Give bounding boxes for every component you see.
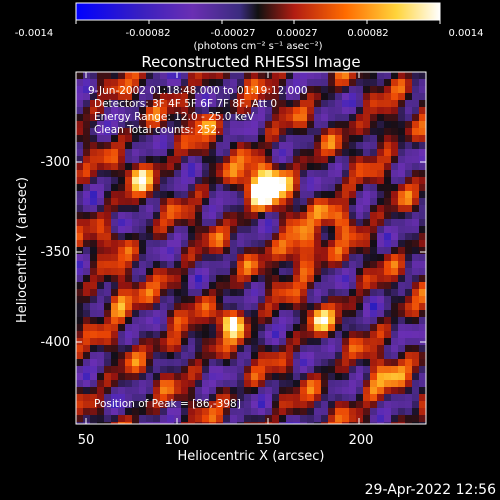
y-tick-label: -350 bbox=[40, 245, 70, 260]
peak-position-label: Position of Peak = [86,-398] bbox=[94, 398, 241, 410]
colorbar-tick-label: -0.0014 bbox=[15, 28, 54, 39]
x-tick-label: 200 bbox=[349, 433, 374, 448]
x-axis-ticks bbox=[85, 72, 360, 424]
colorbar-tick-label: 0.0014 bbox=[449, 28, 484, 39]
x-tick-label: 100 bbox=[165, 433, 190, 448]
y-tick-label: -300 bbox=[40, 155, 70, 170]
colorbar-tick-label: 0.00027 bbox=[276, 28, 317, 39]
colorbar-units: (photons cm⁻² s⁻¹ asec⁻²) bbox=[193, 41, 322, 52]
info-line-time: 9-Jun-2002 01:18:48.000 to 01:19:12.000 bbox=[88, 85, 308, 97]
plot-title: Reconstructed RHESSI Image bbox=[141, 53, 360, 71]
timestamp: 29-Apr-2022 12:56 bbox=[365, 482, 496, 498]
colorbar-gradient bbox=[75, 2, 441, 21]
x-tick-label: 50 bbox=[78, 433, 95, 448]
x-tick-label: 150 bbox=[256, 433, 281, 448]
x-axis-label: Heliocentric X (arcsec) bbox=[178, 449, 325, 464]
info-line-energy: Energy Range: 12.0 - 25.0 keV bbox=[94, 111, 255, 123]
info-line-detectors: Detectors: 3F 4F 5F 6F 7F 8F, Att 0 bbox=[94, 98, 277, 110]
colorbar: -0.0014 -0.00082 -0.00027 0.00027 0.0008… bbox=[15, 2, 484, 52]
rhessi-image bbox=[76, 72, 426, 424]
y-axis-ticks bbox=[76, 161, 426, 343]
colorbar-tick-label: 0.00082 bbox=[347, 28, 388, 39]
colorbar-tick-label: -0.00027 bbox=[211, 28, 256, 39]
y-tick-label: -400 bbox=[40, 335, 70, 350]
info-line-clean: Clean Total counts: 252. bbox=[94, 124, 220, 136]
colorbar-ticks bbox=[75, 20, 441, 24]
y-axis-label: Heliocentric Y (arcsec) bbox=[15, 177, 30, 323]
colorbar-tick-label: -0.00082 bbox=[126, 28, 171, 39]
plot-frame bbox=[75, 71, 427, 425]
